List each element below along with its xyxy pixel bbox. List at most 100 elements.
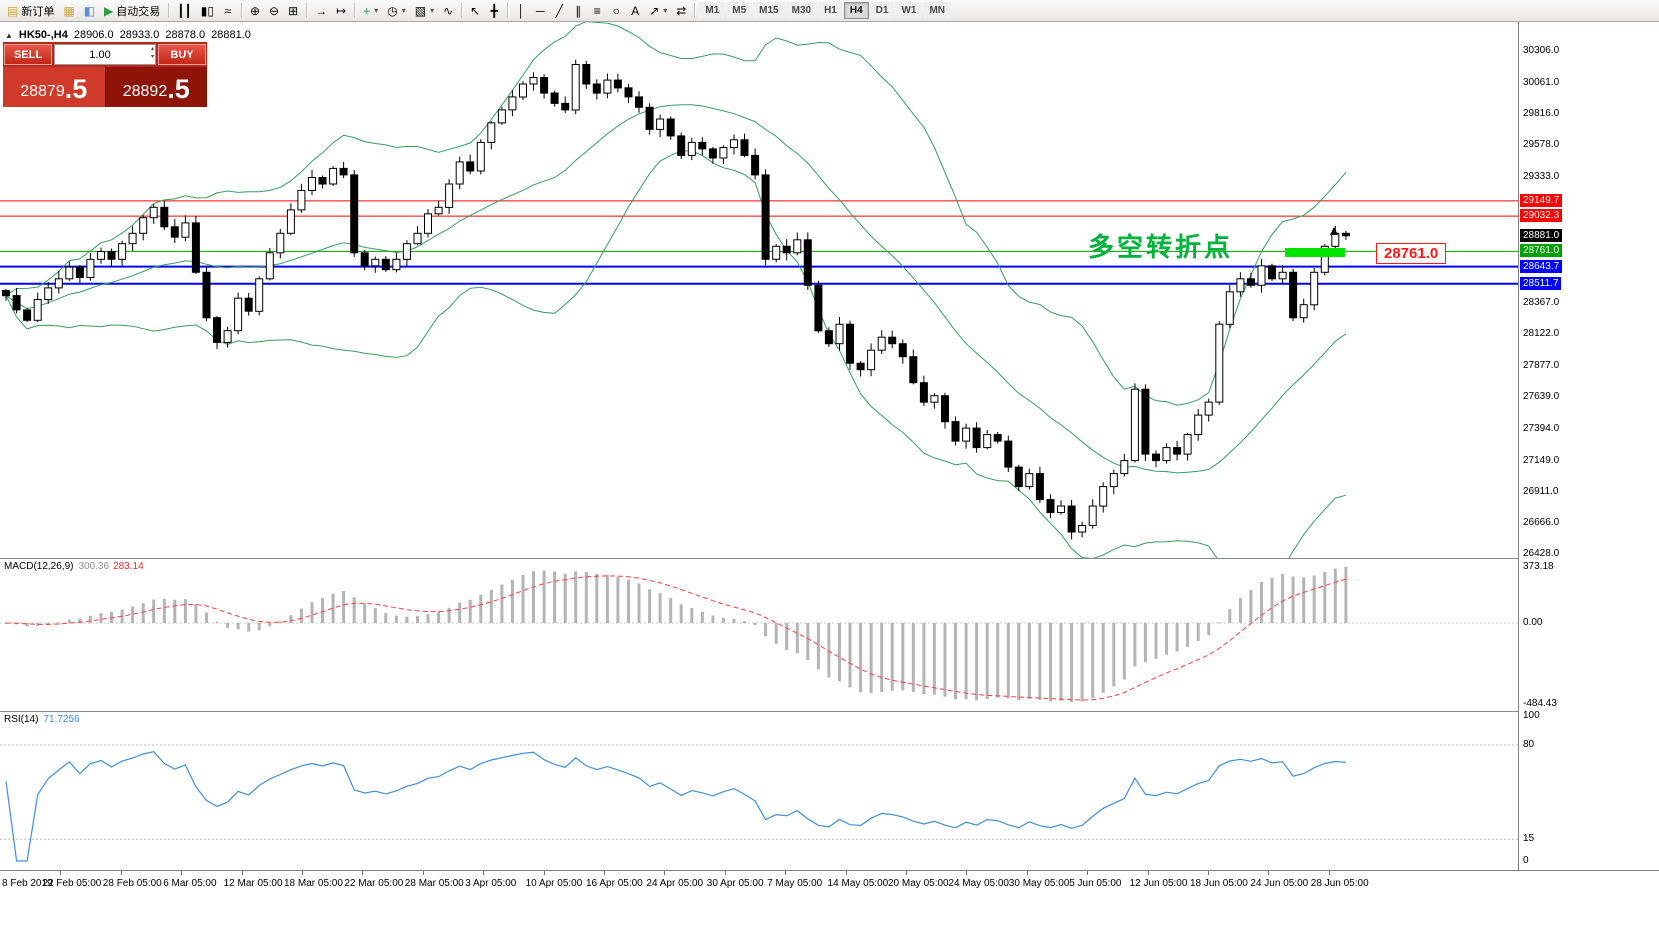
new-chart-button[interactable]: + ▾ [359, 2, 382, 20]
buy-price[interactable]: 28892.5 [105, 67, 207, 107]
price-axis-label: 26911.0 [1523, 485, 1559, 497]
text-button[interactable]: A [626, 2, 644, 20]
macd-label: MACD(12,26,9) 300.36 283.14 [4, 561, 144, 572]
templates-button[interactable]: ▧ ▾ [411, 2, 438, 20]
zoom-in-button[interactable]: ⊕ [246, 2, 264, 20]
new-order-icon: ▤ [7, 3, 19, 18]
auto-scroll-icon: → [315, 3, 328, 18]
zoom-in-icon: ⊕ [249, 3, 260, 18]
time-axis-label: 12 Mar 05:00 [223, 878, 283, 889]
time-axis-tick [120, 871, 122, 875]
timeframe-m5-button[interactable]: M5 [726, 2, 753, 19]
time-axis-tick [604, 871, 605, 875]
time-axis-label: 30 May 05:00 [1008, 878, 1070, 889]
cycle-lines-button[interactable]: ⇄ [672, 2, 690, 20]
time-axis-tick [1328, 871, 1330, 875]
timeframe-w1-button[interactable]: W1 [895, 2, 923, 19]
shapes-icon: ○ [612, 3, 620, 18]
oneclick-collapse-icon[interactable]: ▲ [5, 30, 13, 40]
price-axis-label: 29578.0 [1523, 139, 1560, 151]
ohlc-high: 28933.0 [119, 29, 160, 41]
autotrading-icon: ▶ [104, 3, 114, 18]
timeframe-m30-button[interactable]: M30 [785, 2, 818, 19]
bars-chart-button[interactable]: ┃┃ [173, 2, 195, 20]
horizontal-line-icon: ─ [535, 3, 545, 18]
time-axis-tick [543, 871, 545, 875]
tile-windows-button[interactable]: ⊞ [284, 2, 302, 20]
candlestick-chart[interactable] [0, 22, 1518, 558]
cursor-icon: ↖ [470, 3, 481, 18]
price-badge: 28511.7 [1520, 276, 1562, 290]
timeframe-mn-button[interactable]: MN [923, 2, 952, 19]
line-chart-button[interactable]: ≈ [219, 2, 237, 20]
shapes-button[interactable]: ○ [607, 2, 625, 20]
auto-scroll-button[interactable]: → [311, 2, 331, 20]
time-axis-tick [845, 871, 847, 875]
timeframe-m1-button[interactable]: M1 [699, 2, 726, 19]
candlestick-chart-button[interactable]: ▮▯ [197, 2, 218, 20]
crosshair-button[interactable]: ╋ [485, 2, 503, 20]
time-axis-label: 16 Apr 05:00 [586, 878, 643, 889]
time-axis-tick [785, 871, 787, 875]
sell-price[interactable]: 28879.5 [3, 67, 106, 107]
price-axis-label: 26428.0 [1523, 548, 1560, 560]
autotrading-button-label: 自动交易 [116, 5, 161, 18]
cursor-button[interactable]: ↖ [466, 2, 484, 20]
time-axis-tick [724, 871, 726, 875]
chart-shift-button[interactable]: ↦ [332, 2, 350, 20]
time-axis-label: 28 Jun 05:00 [1310, 878, 1369, 889]
horizontal-line-button[interactable]: ─ [531, 2, 549, 20]
vertical-line-button[interactable]: │ [512, 2, 530, 20]
arrows-button[interactable]: ↗ ▾ [645, 2, 671, 20]
bars-chart-icon: ┃┃ [177, 3, 192, 18]
timeframe-h1-button[interactable]: H1 [818, 2, 843, 19]
time-axis-tick [302, 871, 303, 875]
price-badge: 29032.3 [1520, 209, 1563, 223]
new-order-button[interactable]: ▤ 新订单 [3, 2, 58, 20]
time-axis-tick [422, 871, 424, 875]
time-axis-label: 22 Mar 05:00 [344, 878, 404, 889]
equidistant-channel-button[interactable]: ∥ [569, 2, 587, 20]
time-axis-tick [1087, 871, 1089, 875]
trendline-button[interactable]: ╱ [550, 2, 568, 20]
time-axis-tick [966, 871, 968, 875]
rsi-chart[interactable] [0, 712, 1518, 869]
timeframe-m15-button[interactable]: M15 [753, 2, 785, 19]
chart-header: ▲ HK50-,H4 28906.0 28933.0 28878.0 28881… [5, 29, 251, 41]
metaeditor-button[interactable]: ▦ [59, 2, 78, 20]
dropdown-caret-icon: ▾ [401, 6, 406, 15]
price-axis-label: 27394.0 [1523, 422, 1560, 434]
price-badge: 28881.0 [1520, 228, 1563, 242]
volume-up-button[interactable]: ▴ [150, 46, 154, 52]
time-axis-tick [241, 871, 243, 875]
panel-separator[interactable] [0, 711, 1659, 712]
metaeditor-icon: ▦ [63, 3, 75, 18]
time-axis-tick [181, 871, 183, 875]
timeframe-h4-button[interactable]: H4 [843, 2, 869, 19]
timeframe-d1-button[interactable]: D1 [869, 2, 895, 19]
templates-icon: ▧ [414, 3, 427, 18]
sell-button[interactable]: SELL [4, 44, 52, 65]
fibonacci-button[interactable]: ≡ [588, 2, 606, 20]
macd-chart[interactable] [0, 559, 1518, 711]
volume-down-button[interactable]: ▾ [150, 54, 154, 60]
buy-button[interactable]: BUY [158, 44, 206, 65]
fibonacci-icon: ≡ [593, 3, 601, 18]
price-axis[interactable]: 30306.0 30061.0 29816.0 29578.0 29333.0 28367… [1518, 22, 1659, 870]
autotrading-button[interactable]: ▶ 自动交易 [100, 2, 164, 20]
highlight-bar[interactable] [1285, 248, 1345, 257]
new-chart-icon: + [363, 3, 371, 18]
periods-button[interactable]: ◷ ▾ [383, 2, 410, 20]
volume-input[interactable] [55, 47, 155, 62]
time-axis-tick [362, 871, 364, 875]
zoom-out-button[interactable]: ⊖ [265, 2, 283, 20]
price-badge: 29149.7 [1520, 193, 1563, 207]
equidistant-channel-icon: ∥ [575, 3, 582, 18]
panel-separator[interactable] [0, 558, 1659, 559]
time-axis[interactable]: 8 Feb 2019 22 Feb 05:00 28 Feb 05:00 6 Mar … [0, 870, 1659, 897]
time-axis-label: 24 Jun 05:00 [1250, 878, 1309, 889]
indicators-button[interactable]: ∿ [439, 2, 457, 20]
time-axis-label: 10 Apr 05:00 [525, 878, 583, 889]
price-tag-label[interactable]: 28761.0 [1376, 243, 1447, 264]
terminal-button[interactable]: ◧ [80, 2, 99, 20]
